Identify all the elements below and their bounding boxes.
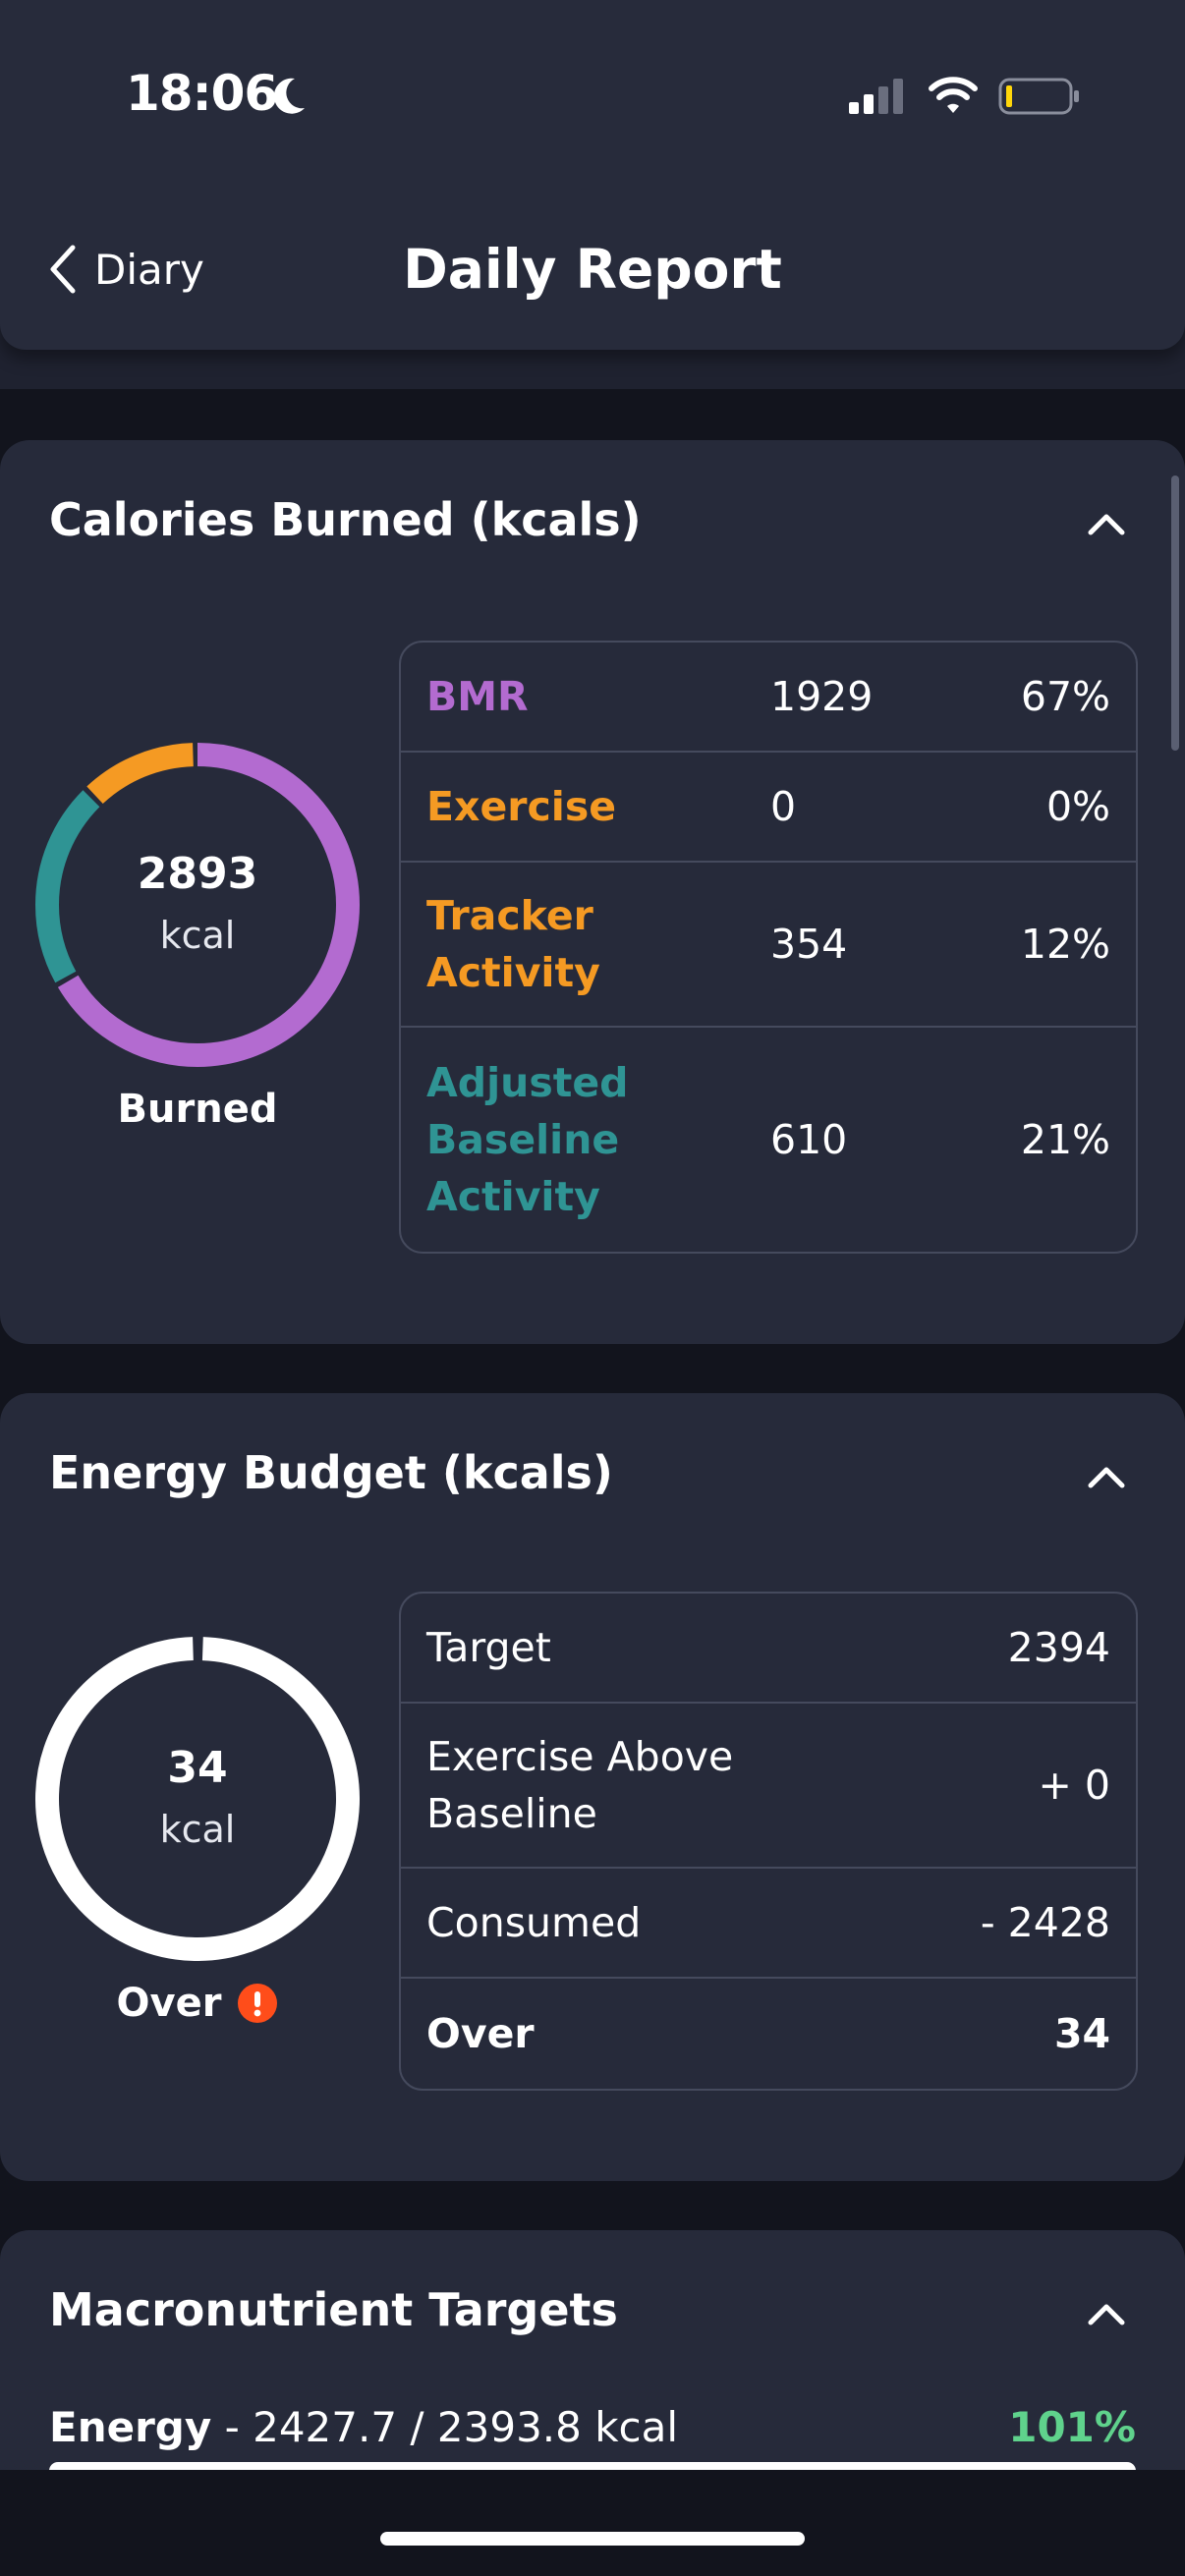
row-percent: 0% [1045, 783, 1110, 830]
row-label-bmr: BMR [426, 673, 529, 720]
energy-caption-row: Over [35, 1981, 360, 2026]
chevron-up-icon[interactable] [1087, 1464, 1126, 1489]
energy-budget-title: Energy Budget (kcals) [49, 1446, 613, 1499]
energy-percent: 101% [1008, 2403, 1136, 2451]
moon-icon [273, 78, 305, 114]
row-value: 1929 [770, 673, 874, 720]
row-label-consumed: Consumed [426, 1899, 642, 1946]
ring-segment-adjusted-baseline-activity [35, 743, 360, 1067]
energy-ring-track [35, 1637, 360, 1961]
row-percent: 12% [1020, 921, 1110, 968]
row-label-tracker-activity: Tracker Activity [426, 892, 600, 996]
macronutrient-targets-title: Macronutrient Targets [49, 2283, 618, 2336]
table-row: BMR 1929 67% [401, 643, 1136, 753]
warning-icon [238, 1984, 278, 2023]
energy-over-value: 34 [167, 1743, 228, 1793]
table-row: Target 2394 [401, 1594, 1136, 1704]
row-value: 2394 [1007, 1624, 1110, 1671]
row-value: 34 [1053, 2010, 1110, 2057]
row-label-exercise: Exercise [426, 783, 617, 830]
back-button[interactable]: Diary [43, 234, 204, 305]
back-label: Diary [94, 245, 204, 294]
table-row: Tracker Activity 354 12% [401, 863, 1136, 1028]
row-percent: 67% [1020, 673, 1110, 720]
row-value: + 0 [1038, 1762, 1110, 1809]
row-label-target: Target [426, 1624, 551, 1671]
page-title: Daily Report [403, 238, 782, 301]
calories-burned-ring [35, 743, 360, 1067]
energy-detail: - 2427.7 / 2393.8 kcal [211, 2403, 679, 2451]
row-label-exercise-above-baseline: Exercise Above Baseline [426, 1733, 734, 1837]
ring-segment-bmr [35, 743, 360, 1067]
scrollbar[interactable] [1171, 476, 1179, 751]
energy-budget-card: Energy Budget (kcals) 34 kcal Over Targe… [0, 1393, 1185, 2181]
energy-macro-label: Energy - 2427.7 / 2393.8 kcal [49, 2403, 678, 2451]
chevron-up-icon[interactable] [1087, 2301, 1126, 2326]
calories-burned-table: BMR 1929 67% Exercise 0 0% Tracker Activ… [399, 641, 1138, 1254]
energy-label: Energy [49, 2403, 212, 2451]
row-value: 354 [770, 921, 848, 968]
bottom-safe-area [0, 2470, 1185, 2576]
table-row: Adjusted Baseline Activity 610 21% [401, 1028, 1136, 1252]
row-percent: 21% [1020, 1116, 1110, 1163]
row-value: - 2428 [980, 1899, 1110, 1946]
calories-burned-title: Calories Burned (kcals) [49, 493, 642, 546]
cellular-signal-icon [849, 79, 903, 114]
chevron-left-icon [50, 245, 76, 294]
table-row: Over 34 [401, 1979, 1136, 2089]
energy-caption: Over [116, 1981, 222, 2026]
row-value: 0 [770, 783, 797, 830]
battery-icon [998, 78, 1079, 115]
energy-over-unit: kcal [159, 1808, 236, 1851]
table-row: Consumed - 2428 [401, 1869, 1136, 1979]
chevron-up-icon[interactable] [1087, 511, 1126, 536]
calories-burned-card: Calories Burned (kcals) 2893 kcal Burned… [0, 440, 1185, 1344]
energy-budget-table: Target 2394 Exercise Above Baseline + 0 … [399, 1592, 1138, 2091]
burned-caption: Burned [117, 1087, 278, 1132]
home-indicator[interactable] [380, 2532, 805, 2546]
row-label-adjusted-baseline-activity: Adjusted Baseline Activity [426, 1059, 629, 1220]
wifi-icon [929, 77, 978, 113]
table-row: Exercise 0 0% [401, 753, 1136, 863]
burned-total-value: 2893 [137, 849, 258, 899]
status-time: 18:06 [126, 65, 278, 122]
top-navigation-bar: 18:06 Diary Daily Report [0, 0, 1185, 350]
row-value: 610 [770, 1116, 848, 1163]
energy-budget-ring [35, 1637, 360, 1961]
row-label-over: Over [426, 2010, 535, 2057]
burned-total-unit: kcal [159, 914, 236, 957]
table-row: Exercise Above Baseline + 0 [401, 1704, 1136, 1869]
